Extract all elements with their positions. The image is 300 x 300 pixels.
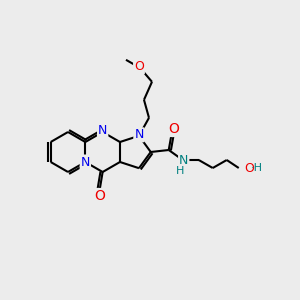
Text: O: O [94,189,105,203]
Text: O: O [134,60,144,73]
Text: N: N [134,128,144,141]
Text: ·H: ·H [251,163,263,173]
Text: H: H [176,166,184,176]
Text: O: O [168,122,179,136]
Text: O: O [245,161,255,175]
Text: N: N [179,154,188,166]
Text: N: N [98,124,107,137]
Text: N: N [81,155,90,169]
